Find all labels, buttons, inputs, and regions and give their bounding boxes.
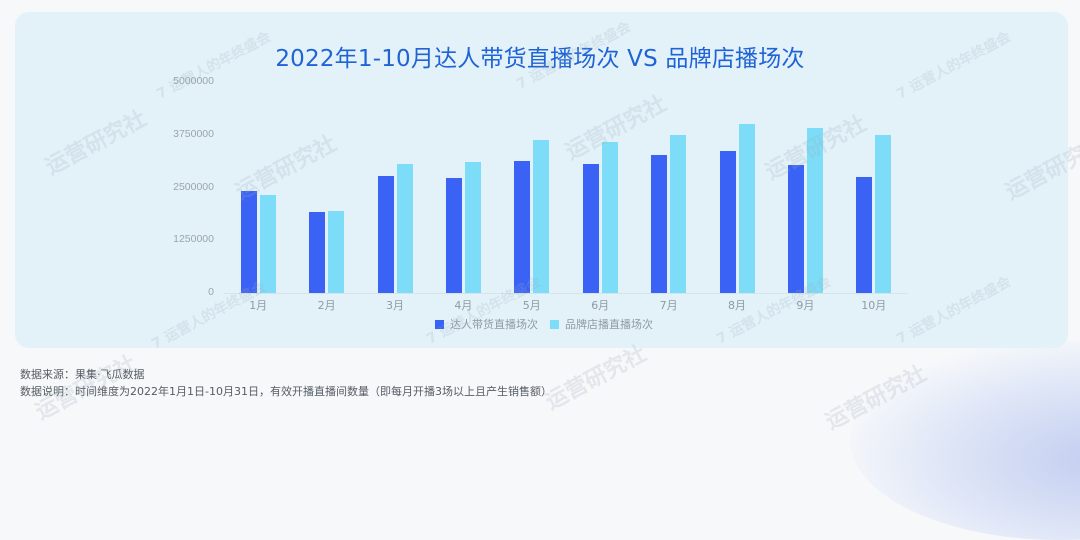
legend-item-series-1[interactable]: 达人带货直播场次 xyxy=(435,316,538,332)
bar-influencer-live[interactable] xyxy=(787,165,804,293)
legend-swatch-icon xyxy=(550,319,559,329)
x-tick-label: 8月 xyxy=(728,299,746,312)
y-tick-label: 5000000 xyxy=(173,75,214,87)
y-tick-label: 0 xyxy=(208,286,214,298)
bar-influencer-live[interactable] xyxy=(514,160,531,293)
x-tick-label: 10月 xyxy=(861,299,887,312)
bar-influencer-live[interactable] xyxy=(856,176,873,293)
x-axis-line xyxy=(224,293,908,294)
legend-item-series-2[interactable]: 品牌店播直播场次 xyxy=(550,316,653,332)
x-tick-label: 6月 xyxy=(591,299,610,312)
bar-brand-live[interactable] xyxy=(396,163,413,293)
x-tick-label: 3月 xyxy=(386,299,404,312)
decorative-blob xyxy=(850,340,1080,540)
bar-brand-live[interactable] xyxy=(738,123,755,293)
bar-brand-live[interactable] xyxy=(670,135,687,293)
x-tick-label: 9月 xyxy=(796,299,815,312)
x-tick-label: 4月 xyxy=(454,299,473,312)
bar-influencer-live[interactable] xyxy=(582,163,599,293)
y-tick-label: 2500000 xyxy=(173,180,214,193)
legend-label: 达人带货直播场次 xyxy=(450,318,538,331)
x-tick-label: 7月 xyxy=(659,299,678,312)
data-source-note: 数据来源：果集·飞瓜数据 xyxy=(20,368,145,381)
x-tick-label: 1月 xyxy=(249,299,268,312)
chart-title: 2022年1-10月达人带货直播场次 VS 品牌店播场次 xyxy=(275,46,805,72)
legend-swatch-icon xyxy=(435,319,444,329)
y-tick-label: 1250000 xyxy=(173,233,214,246)
legend-label: 品牌店播直播场次 xyxy=(565,318,653,331)
bar-brand-live[interactable] xyxy=(533,140,550,293)
bar-brand-live[interactable] xyxy=(875,134,892,293)
bar-influencer-live[interactable] xyxy=(240,190,257,293)
x-tick-label: 2月 xyxy=(317,299,336,312)
bar-influencer-live[interactable] xyxy=(445,178,462,293)
bar-brand-live[interactable] xyxy=(464,162,481,293)
bar-brand-live[interactable] xyxy=(601,141,618,293)
bar-influencer-live[interactable] xyxy=(651,155,668,293)
data-description-note: 数据说明：时间维度为2022年1月1日-10月31日，有效开播直播间数量（即每月… xyxy=(20,385,552,398)
legend: 达人带货直播场次 品牌店播直播场次 xyxy=(0,316,1080,332)
bar-brand-live[interactable] xyxy=(328,211,345,293)
bar-brand-live[interactable] xyxy=(806,127,823,293)
y-tick-label: 3750000 xyxy=(173,127,214,140)
bar-brand-live[interactable] xyxy=(259,195,276,293)
bar-influencer-live[interactable] xyxy=(309,211,326,293)
watermark-text: 运营研究社 xyxy=(541,341,651,416)
bar-influencer-live[interactable] xyxy=(377,176,394,293)
x-tick-label: 5月 xyxy=(522,299,541,312)
bar-influencer-live[interactable] xyxy=(719,151,736,293)
